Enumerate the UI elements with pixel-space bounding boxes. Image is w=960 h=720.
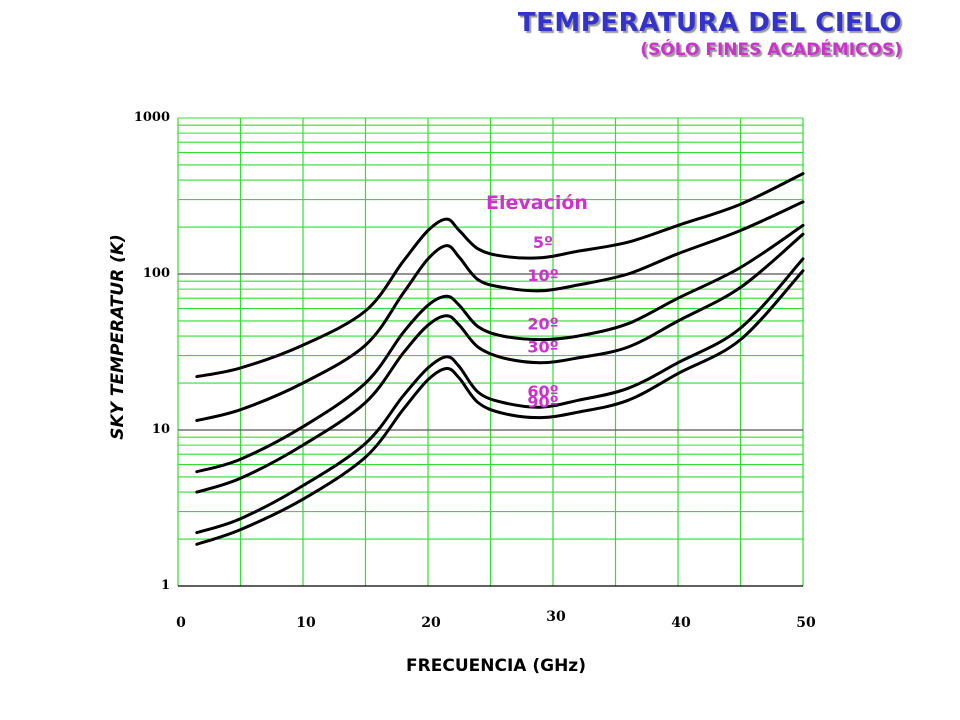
series-label: 10º [527, 266, 558, 285]
series-label: 60º [527, 382, 558, 401]
series-line [195, 172, 805, 379]
y-tick-label: 100 [143, 266, 170, 281]
curves [195, 172, 805, 546]
chart-title-block: TEMPERATURA DEL CIELO (SÓLO FINES ACADÉM… [518, 8, 902, 60]
grid [177, 117, 804, 587]
y-tick-label: 1 [161, 578, 170, 593]
y-axis-label: SKY TEMPERATUR (K) [108, 234, 128, 440]
elevation-legend-title: Elevación [486, 192, 588, 214]
series-line [195, 200, 805, 422]
series-line [195, 223, 805, 474]
tick-labels: 1 10 100 1000 0 10 20 30 40 50 [134, 110, 816, 631]
y-tick-label: 1000 [134, 110, 170, 125]
x-tick-label: 20 [421, 615, 441, 631]
chart-subtitle: (SÓLO FINES ACADÉMICOS) [640, 40, 902, 60]
x-tick-label: 50 [796, 615, 816, 631]
x-tick-label: 0 [176, 615, 186, 631]
series-label: 20º [527, 315, 558, 334]
x-tick-label: 30 [546, 609, 566, 625]
x-tick-label: 10 [296, 615, 316, 631]
x-tick-label: 40 [671, 615, 691, 631]
series-label: 90º [527, 393, 558, 412]
series-line [195, 257, 805, 535]
series-label: 30º [527, 338, 558, 357]
chart-title: TEMPERATURA DEL CIELO [517, 8, 902, 38]
x-axis-label: FRECUENCIA (GHz) [406, 656, 586, 676]
series-label: 5º [533, 233, 553, 252]
series-line [195, 232, 805, 494]
series-line [195, 269, 805, 546]
decade-lines [178, 273, 803, 587]
y-tick-label: 10 [152, 422, 170, 437]
